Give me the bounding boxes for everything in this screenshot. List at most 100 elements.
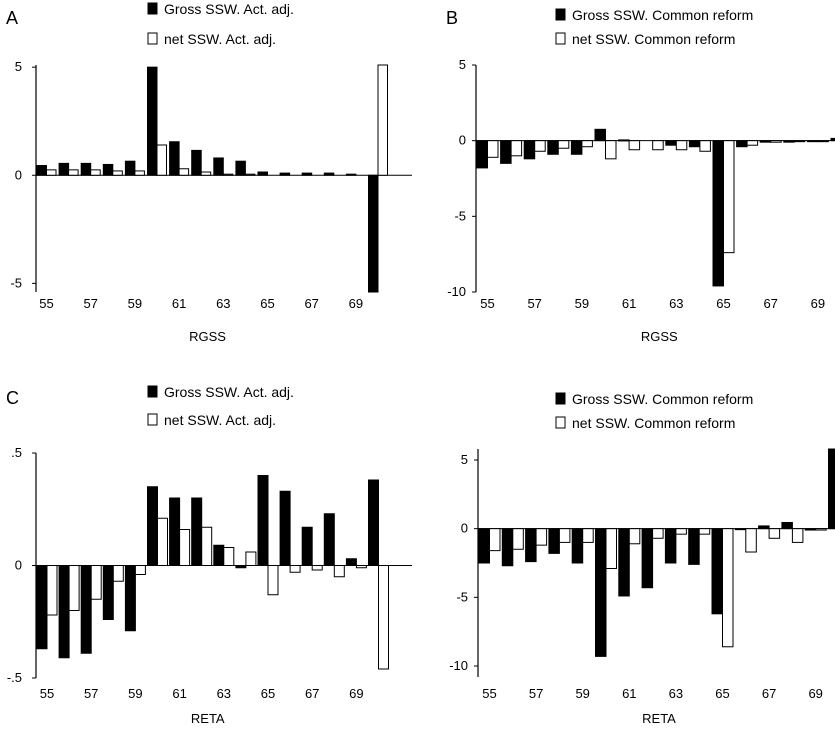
bar-gross-69 [345,173,357,176]
bar-gross-61 [169,141,180,176]
bar-gross-63 [664,528,677,564]
x-tick-label: 59 [575,296,589,311]
x-tick-label: 67 [305,686,319,701]
bar-gross-66 [734,528,747,531]
y-tick-label: 5 [15,59,22,74]
bar-gross-60 [147,66,158,176]
bar-net-61 [179,529,191,566]
panel-letter: B [446,8,458,28]
bar-gross-57 [525,528,537,563]
x-tick-label: 69 [349,296,363,311]
bar-net-65 [723,140,735,254]
legend-swatch-gross [555,392,566,405]
legend-label-gross: Gross SSW. Act. adj. [164,1,294,17]
bar-net-67 [311,565,323,571]
x-tick-label: 69 [808,686,822,701]
x-tick-label: 63 [217,686,231,701]
bar-net-55 [489,528,501,552]
bar-net-61 [178,168,190,176]
bar-net-63 [223,547,235,566]
bar-net-55 [46,169,57,176]
bar-net-61 [628,140,641,151]
bar-gross-57 [523,140,536,160]
y-tick-label: -5 [10,275,22,290]
x-tick-label: 65 [260,296,274,311]
y-tick-label: 5 [459,57,466,72]
bar-gross-64 [688,140,701,148]
y-tick-label: -5 [456,589,468,604]
legend-label-net: net SSW. Act. adj. [164,31,276,47]
chart-panel-2: B Gross SSW. Common reform net SSW. Common… [446,7,835,344]
y-tick-label: .5 [11,445,22,460]
bar-gross-58 [548,528,560,554]
bar-net-58 [558,528,571,543]
bar-gross-67 [758,525,770,530]
bar-net-65 [267,565,279,596]
bar-net-63 [675,140,688,151]
bar-gross-69 [806,140,819,143]
legend-label-net: net SSW. Act. adj. [164,412,276,428]
bar-net-63 [222,173,234,176]
chart-panel-3: C Gross SSW. Act. adj. net SSW. Act. adj. -… [6,384,412,726]
bar-net-66 [745,528,757,553]
bar-gross-58 [102,565,114,620]
bar-gross-67 [301,526,313,566]
bar-net-68 [793,140,806,143]
bar-net-56 [68,565,80,611]
x-tick-label: 65 [715,686,729,701]
bar-net-56 [510,140,523,157]
bar-net-59 [134,565,146,575]
bar-gross-63 [213,544,225,566]
bar-gross-65 [257,171,268,176]
bar-net-64 [698,528,711,535]
x-tick-label: 61 [172,686,186,701]
legend-swatch-gross [555,8,566,21]
legend-label-net: net SSW. Common reform [572,415,735,431]
bar-gross-66 [279,490,291,566]
legend-swatch-net [147,32,158,45]
x-axis-label: RETA [642,711,676,726]
bar-gross-55 [478,528,490,564]
x-tick-label: 63 [216,296,230,311]
x-tick-label: 63 [669,296,683,311]
x-tick-label: 69 [811,296,825,311]
x-tick-label: 67 [762,686,776,701]
y-tick-label: 0 [459,133,466,148]
x-axis-label: RETA [191,711,225,726]
legend-swatch-net [555,416,566,429]
bar-net-56 [512,528,524,550]
bar-net-57 [534,140,546,152]
bar-gross-68 [323,513,335,566]
bar-gross-70 [368,174,379,293]
bar-gross-68 [323,172,335,176]
bar-gross-58 [547,140,559,155]
legend-label-gross: Gross SSW. Common reform [572,391,753,407]
bar-net-60 [157,517,168,566]
x-tick-label: 67 [763,296,777,311]
bar-gross-65 [257,475,269,566]
bar-net-64 [699,140,711,152]
chart-panel-4: Gross SSW. Common reform net SSW. Common … [449,391,835,726]
bar-net-70 [377,64,388,176]
bar-gross-59 [124,160,136,176]
x-tick-label: 59 [128,686,142,701]
bar-net-67 [770,140,782,143]
bar-net-62 [201,526,213,566]
y-tick-label: 0 [461,521,468,536]
bar-net-58 [557,140,570,149]
bar-net-56 [68,169,79,176]
bar-net-57 [535,528,548,546]
panel-letter: A [6,8,18,28]
bar-gross-70 [830,137,835,142]
x-tick-label: 55 [39,296,53,311]
bar-gross-62 [641,528,654,589]
bar-net-60 [156,144,167,176]
bar-net-62 [652,528,664,539]
bar-gross-60 [147,486,158,566]
y-tick-label: -5 [454,208,466,223]
bar-net-65 [722,528,734,648]
bar-gross-67 [301,172,313,176]
y-tick-label: 5 [461,452,468,467]
bar-net-66 [746,140,759,146]
